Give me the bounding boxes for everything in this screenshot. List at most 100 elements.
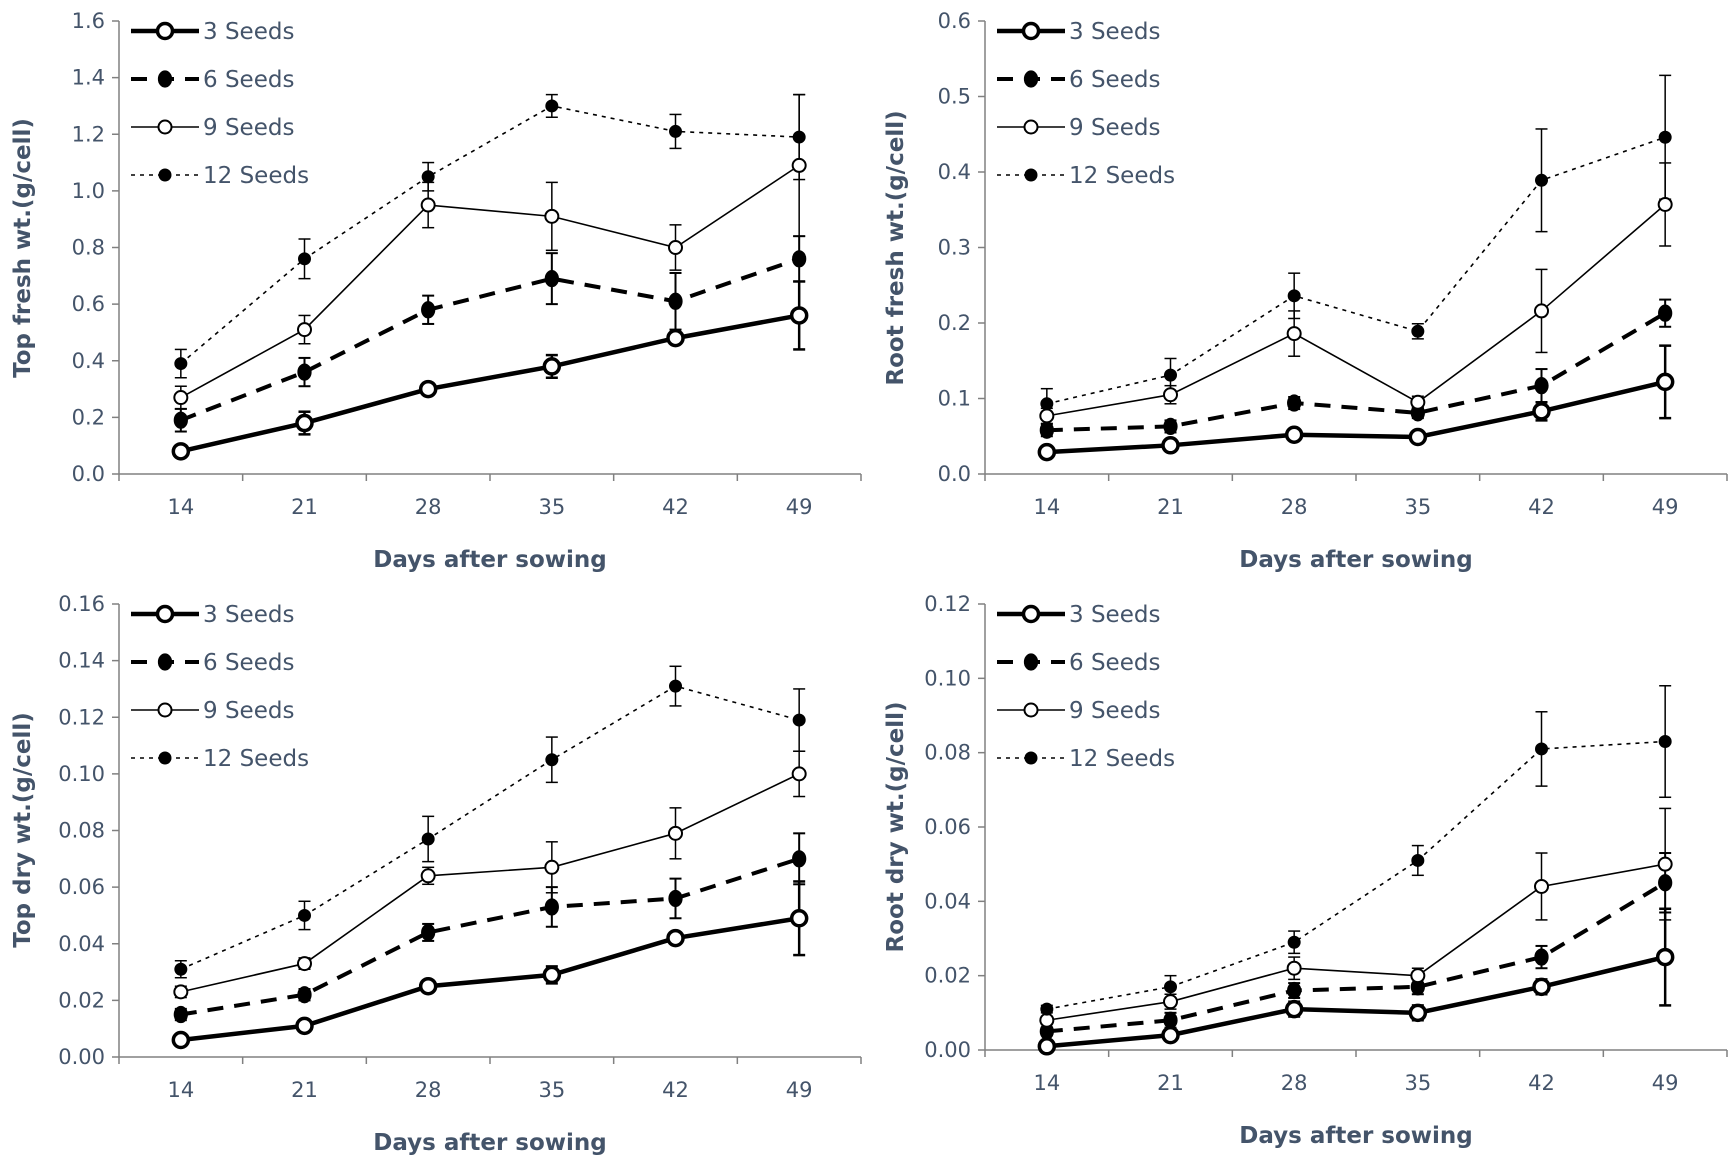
y-tick-label: 0.00 xyxy=(58,1045,105,1069)
data-point xyxy=(1410,394,1426,410)
data-point xyxy=(545,753,559,767)
data-point xyxy=(1039,408,1055,424)
data-point xyxy=(1655,372,1675,392)
data-point xyxy=(668,292,683,310)
data-point xyxy=(1037,442,1057,462)
data-point xyxy=(791,157,807,173)
legend: 3 Seeds 6 Seeds 9 Seeds 12 Seeds xyxy=(131,602,309,772)
legend-label: 12 Seeds xyxy=(1069,163,1175,189)
data-point xyxy=(1284,425,1304,444)
series-line-3 xyxy=(1046,863,1666,1022)
x-tick-label: 28 xyxy=(1281,495,1308,519)
x-tick-label: 21 xyxy=(1157,495,1184,519)
data-point xyxy=(421,923,436,942)
data-point xyxy=(1658,130,1672,144)
x-tick-label: 49 xyxy=(1652,495,1679,519)
x-tick-label: 49 xyxy=(786,1078,813,1102)
legend-label: 9 Seeds xyxy=(203,115,294,141)
series-line-3 xyxy=(180,773,800,993)
data-point xyxy=(1163,417,1178,436)
x-tick-label: 21 xyxy=(1157,1071,1184,1095)
legend-marker xyxy=(1024,168,1038,182)
legend-marker xyxy=(1024,751,1038,765)
y-axis-label: Root fresh wt.(g/cell) xyxy=(883,110,909,385)
data-point xyxy=(544,208,560,224)
legend-label: 3 Seeds xyxy=(203,602,294,628)
legend-label: 3 Seeds xyxy=(203,19,294,45)
chart-panel-top-fresh: 0.0 0.2 0.4 0.6 0.8 1.0 1.2 1.4 1.6 14 21 28 35 42 49 D… xyxy=(10,9,862,573)
legend-label: 6 Seeds xyxy=(1069,67,1160,93)
data-point xyxy=(421,832,435,846)
data-point xyxy=(1040,1002,1054,1016)
y-tick-label: 0.10 xyxy=(58,762,105,786)
y-tick-label: 0.06 xyxy=(58,875,105,899)
data-point xyxy=(1039,421,1054,439)
x-tick-label: 21 xyxy=(291,495,318,519)
data-point xyxy=(1287,935,1301,949)
legend-label: 12 Seeds xyxy=(203,163,309,189)
data-point xyxy=(792,713,806,727)
legend-marker xyxy=(158,751,172,765)
series-line-2 xyxy=(180,856,800,1017)
data-point xyxy=(1284,999,1304,1019)
data-point xyxy=(1658,304,1673,322)
data-point xyxy=(1535,742,1548,756)
chart-panel-root-dry: 0.00 0.02 0.04 0.06 0.08 0.10 0.12 14 21 28 35 42 49… xyxy=(883,592,1728,1149)
y-tick-label: 1.6 xyxy=(72,9,105,33)
data-point xyxy=(789,306,809,325)
x-tick-label: 14 xyxy=(167,1078,194,1102)
legend: 3 Seeds 6 Seeds 9 Seeds 12 Seeds xyxy=(131,19,309,189)
data-point xyxy=(1657,856,1673,872)
y-tick-label: 0.5 xyxy=(938,85,971,109)
x-tick-label: 42 xyxy=(1528,1071,1555,1095)
legend-marker xyxy=(1023,70,1039,88)
legend-marker xyxy=(1023,119,1039,135)
data-point xyxy=(1655,947,1675,967)
series-line-4 xyxy=(1046,740,1666,1010)
data-point xyxy=(297,363,312,381)
series-line-1 xyxy=(180,313,800,454)
y-tick-label: 0.08 xyxy=(58,819,105,843)
y-tick-label: 0.14 xyxy=(58,649,105,673)
x-tick-label: 35 xyxy=(1404,495,1431,519)
legend-marker xyxy=(1021,604,1041,624)
data-point xyxy=(791,766,807,782)
x-axis-label: Days after sowing xyxy=(373,547,607,573)
y-tick-label: 0.6 xyxy=(72,292,105,316)
legend-label: 3 Seeds xyxy=(1069,602,1160,628)
y-tick-label: 0.2 xyxy=(72,405,105,429)
x-axis-label: Days after sowing xyxy=(1239,1123,1473,1149)
x-tick-label: 14 xyxy=(1033,1071,1060,1095)
series-line-3 xyxy=(180,164,800,399)
data-point xyxy=(544,859,560,875)
data-point xyxy=(668,825,683,841)
y-axis-label: Top dry wt.(g/cell) xyxy=(10,712,36,948)
y-tick-label: 0.02 xyxy=(58,988,105,1012)
data-point xyxy=(666,928,685,948)
x-tick-label: 28 xyxy=(415,1078,442,1102)
y-tick-label: 0.10 xyxy=(924,666,971,690)
data-point xyxy=(1163,994,1178,1010)
y-axis-label: Root dry wt.(g/cell) xyxy=(883,702,909,953)
data-point xyxy=(669,124,682,138)
y-tick-label: 0.04 xyxy=(924,889,971,913)
data-point xyxy=(1532,977,1551,997)
data-point xyxy=(669,679,682,693)
series-line-4 xyxy=(180,105,800,365)
data-point xyxy=(666,328,685,348)
series-line-2 xyxy=(1046,311,1667,433)
legend-label: 12 Seeds xyxy=(1069,746,1175,772)
series-line-2 xyxy=(1046,881,1667,1034)
y-tick-label: 0.4 xyxy=(938,160,971,184)
y-tick-label: 0.8 xyxy=(72,236,105,260)
legend-marker xyxy=(157,70,173,88)
data-point xyxy=(792,850,807,868)
data-point xyxy=(297,956,312,972)
legend-marker xyxy=(155,604,175,624)
x-tick-label: 35 xyxy=(538,495,565,519)
legend-label: 9 Seeds xyxy=(203,698,294,724)
y-tick-label: 0.1 xyxy=(938,387,971,411)
x-tick-label: 42 xyxy=(662,495,689,519)
x-tick-label: 14 xyxy=(167,495,194,519)
legend-label: 6 Seeds xyxy=(1069,650,1160,676)
